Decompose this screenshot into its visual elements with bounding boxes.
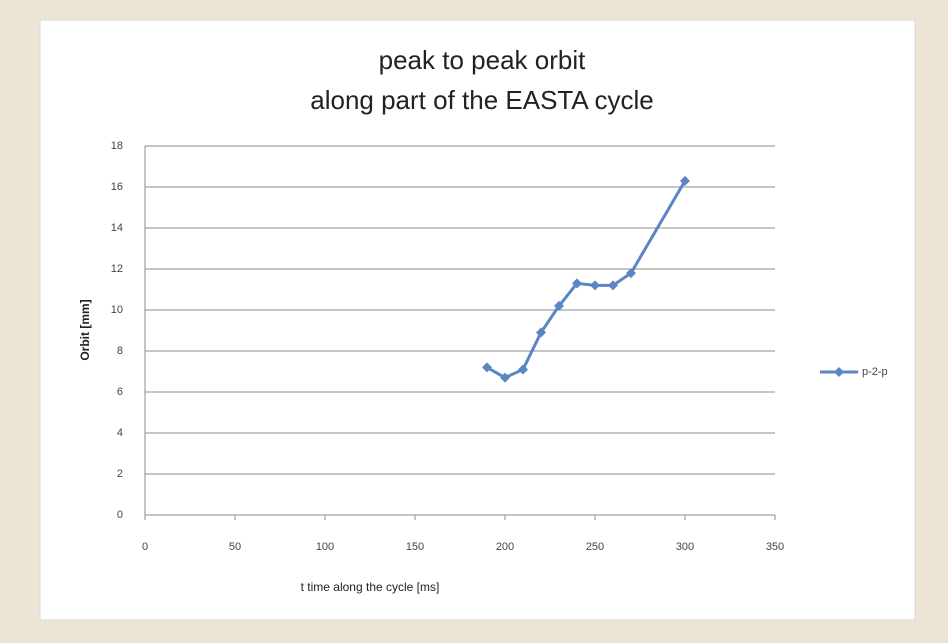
chart-title: peak to peak orbit — [379, 45, 586, 75]
y-axis-label: Orbit [mm] — [78, 299, 92, 360]
y-tick-label: 4 — [117, 427, 123, 439]
y-tick-label: 18 — [111, 140, 123, 152]
point — [482, 362, 492, 373]
chart-subtitle: along part of the EASTA cycle — [310, 85, 653, 115]
x-axis-label: t time along the cycle [ms] — [301, 580, 440, 594]
y-tick-label: 14 — [111, 222, 123, 234]
chart-panel — [39, 19, 916, 621]
y-tick-label: 12 — [111, 263, 123, 275]
series-line — [486, 180, 687, 380]
point — [572, 278, 582, 289]
x-tick-label: 100 — [316, 541, 334, 553]
point — [536, 327, 546, 338]
y-tick-label: 16 — [111, 181, 123, 193]
point — [518, 364, 528, 375]
x-tick-label: 300 — [676, 541, 694, 553]
x-tick-label: 200 — [496, 541, 514, 553]
y-tick-label: 2 — [117, 468, 123, 480]
y-tick-label: 6 — [117, 386, 123, 398]
x-tick-label: 50 — [229, 541, 241, 553]
y-tick-label: 8 — [117, 345, 123, 357]
legend-label: p-2-p — [862, 366, 888, 378]
point — [500, 372, 510, 383]
point — [608, 280, 618, 291]
point — [680, 175, 690, 186]
y-tick-label: 0 — [117, 509, 123, 521]
x-tick-label: 0 — [142, 541, 148, 553]
legend-marker — [834, 367, 844, 377]
x-tick-label: 150 — [406, 541, 424, 553]
point — [626, 268, 636, 279]
x-tick-label: 350 — [766, 541, 784, 553]
y-tick-label: 10 — [111, 304, 123, 316]
point — [554, 300, 564, 311]
point — [590, 280, 600, 291]
x-tick-label: 250 — [586, 541, 604, 553]
